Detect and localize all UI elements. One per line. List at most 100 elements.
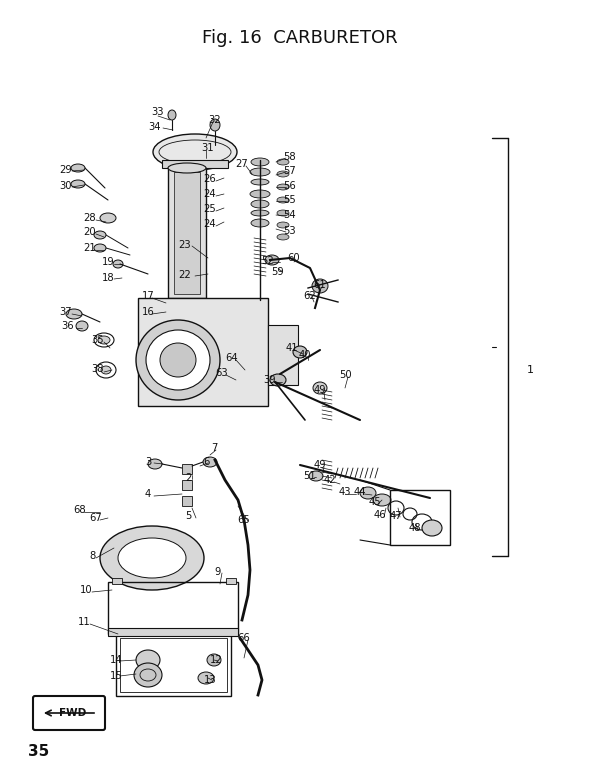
Text: 38: 38 (92, 364, 104, 374)
Ellipse shape (251, 158, 269, 166)
Ellipse shape (168, 163, 206, 173)
Bar (108, 628, 238, 636)
Ellipse shape (71, 164, 85, 172)
Text: 50: 50 (338, 370, 352, 380)
Text: 27: 27 (236, 159, 248, 169)
Text: 44: 44 (354, 487, 366, 497)
Text: 59: 59 (272, 267, 284, 277)
Text: 52: 52 (262, 256, 274, 266)
Text: 4: 4 (145, 489, 151, 499)
Bar (138, 298, 268, 406)
Text: 56: 56 (284, 181, 296, 191)
Ellipse shape (98, 336, 110, 344)
Text: 34: 34 (149, 122, 161, 132)
Bar (112, 578, 122, 584)
Ellipse shape (66, 309, 82, 319)
Ellipse shape (313, 382, 327, 394)
Text: 35: 35 (28, 744, 49, 760)
Bar (268, 325, 298, 385)
Bar (108, 582, 238, 634)
Text: 49: 49 (314, 385, 326, 395)
Text: 54: 54 (284, 210, 296, 220)
Ellipse shape (100, 213, 116, 223)
Ellipse shape (312, 279, 328, 293)
Ellipse shape (277, 197, 289, 203)
Text: 1: 1 (527, 365, 533, 375)
Text: 65: 65 (238, 515, 250, 525)
Bar (182, 496, 192, 506)
Ellipse shape (94, 231, 106, 239)
Text: 67: 67 (89, 513, 103, 523)
Ellipse shape (251, 210, 269, 216)
Text: 22: 22 (179, 270, 191, 280)
Ellipse shape (136, 650, 160, 670)
Text: 23: 23 (179, 240, 191, 250)
Ellipse shape (265, 255, 279, 265)
Text: 63: 63 (215, 368, 229, 378)
Bar (182, 464, 192, 474)
Text: 39: 39 (263, 375, 277, 385)
Text: 18: 18 (101, 273, 115, 283)
Text: 62: 62 (304, 291, 316, 301)
Ellipse shape (270, 374, 286, 386)
Ellipse shape (160, 343, 196, 377)
Text: 24: 24 (203, 219, 217, 229)
Text: 32: 32 (209, 115, 221, 125)
Text: 68: 68 (74, 505, 86, 515)
Text: 66: 66 (238, 633, 250, 643)
Text: 9: 9 (215, 567, 221, 577)
Text: 3: 3 (145, 457, 151, 467)
Text: 37: 37 (59, 307, 73, 317)
Ellipse shape (251, 200, 269, 208)
Text: 35: 35 (92, 335, 104, 345)
Ellipse shape (277, 184, 289, 190)
Ellipse shape (168, 110, 176, 120)
Text: 6: 6 (203, 457, 209, 467)
Bar (162, 160, 228, 168)
Text: 14: 14 (110, 655, 122, 665)
Ellipse shape (277, 222, 289, 228)
Text: 30: 30 (60, 181, 72, 191)
Text: 51: 51 (304, 471, 316, 481)
Text: 46: 46 (374, 510, 386, 520)
Ellipse shape (71, 180, 85, 188)
Ellipse shape (277, 171, 289, 177)
Text: 60: 60 (287, 253, 301, 263)
Text: 45: 45 (368, 497, 382, 507)
Ellipse shape (198, 672, 214, 684)
Ellipse shape (136, 320, 220, 400)
Ellipse shape (277, 234, 289, 240)
Ellipse shape (203, 457, 217, 467)
Bar (182, 480, 192, 490)
Text: 42: 42 (323, 475, 337, 485)
Text: FWD: FWD (59, 708, 86, 718)
Ellipse shape (250, 190, 270, 198)
Text: 24: 24 (203, 189, 217, 199)
Text: 11: 11 (77, 617, 91, 627)
Ellipse shape (309, 471, 323, 481)
Text: 21: 21 (83, 243, 97, 253)
Ellipse shape (360, 487, 376, 499)
Ellipse shape (210, 119, 220, 131)
Text: 40: 40 (299, 350, 311, 360)
Text: 12: 12 (209, 655, 223, 665)
Ellipse shape (293, 346, 307, 358)
Ellipse shape (101, 366, 111, 374)
Text: 16: 16 (142, 307, 154, 317)
Ellipse shape (118, 538, 186, 578)
Ellipse shape (207, 654, 221, 666)
Ellipse shape (146, 330, 210, 390)
Text: 58: 58 (284, 152, 296, 162)
Text: 25: 25 (203, 204, 217, 214)
Text: 5: 5 (185, 511, 191, 521)
Ellipse shape (134, 663, 162, 687)
Bar (120, 638, 227, 692)
Ellipse shape (100, 526, 204, 590)
Text: 2: 2 (185, 473, 191, 483)
Ellipse shape (94, 244, 106, 252)
Text: 19: 19 (101, 257, 115, 267)
Ellipse shape (422, 520, 442, 536)
Text: 49: 49 (314, 460, 326, 470)
Ellipse shape (153, 134, 237, 170)
Text: 7: 7 (211, 443, 217, 453)
